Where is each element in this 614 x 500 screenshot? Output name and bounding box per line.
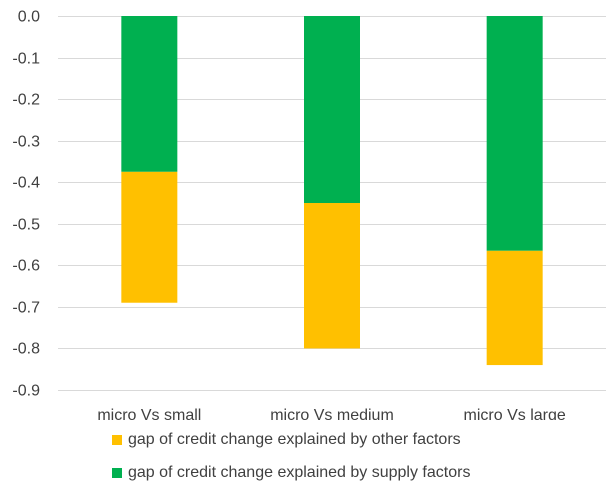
x-category-label: micro Vs large <box>464 407 566 420</box>
legend-item-supply-factors: gap of credit change explained by supply… <box>112 461 470 485</box>
bar-segment-other-factors <box>121 171 178 303</box>
y-tick-label: -0.3 <box>12 134 40 151</box>
stacked-bar-chart: 0.0-0.1-0.2-0.3-0.4-0.5-0.6-0.7-0.8-0.9 … <box>12 9 606 420</box>
y-tick-label: -0.8 <box>12 341 40 358</box>
bar-segment-other-factors <box>304 203 360 349</box>
legend: gap of credit change explained by other … <box>112 428 470 494</box>
bar-segment-supply-factors <box>486 16 543 251</box>
bar-segment-other-factors <box>486 250 543 366</box>
y-tick-label: -0.2 <box>12 92 40 109</box>
y-tick-label: -0.9 <box>12 383 40 400</box>
x-axis-category-labels: micro Vs small micro Vs medium micro Vs la… <box>97 407 566 420</box>
y-tick-label: 0.0 <box>18 9 40 26</box>
bars <box>121 16 543 366</box>
y-tick-label: -0.7 <box>12 300 40 317</box>
bar-segment-supply-factors <box>304 16 360 203</box>
legend-swatch-other-factors <box>112 435 122 445</box>
y-tick-label: -0.5 <box>12 217 40 234</box>
x-category-label: micro Vs small <box>97 407 201 420</box>
y-tick-label: -0.6 <box>12 258 40 275</box>
legend-item-other-factors: gap of credit change explained by other … <box>112 428 470 452</box>
y-tick-label: -0.1 <box>12 51 40 68</box>
x-category-label: micro Vs medium <box>270 407 394 420</box>
legend-label-other-factors: gap of credit change explained by other … <box>128 431 461 448</box>
y-axis-tick-labels: 0.0 -0.1 -0.2 -0.3 -0.4 -0.5 -0.6 -0.7 -0.8 -0.9 <box>12 9 40 400</box>
y-tick-label: -0.4 <box>12 175 40 192</box>
bar-segment-supply-factors <box>121 16 178 172</box>
legend-swatch-supply-factors <box>112 468 122 478</box>
legend-label-supply-factors: gap of credit change explained by supply… <box>128 464 471 481</box>
